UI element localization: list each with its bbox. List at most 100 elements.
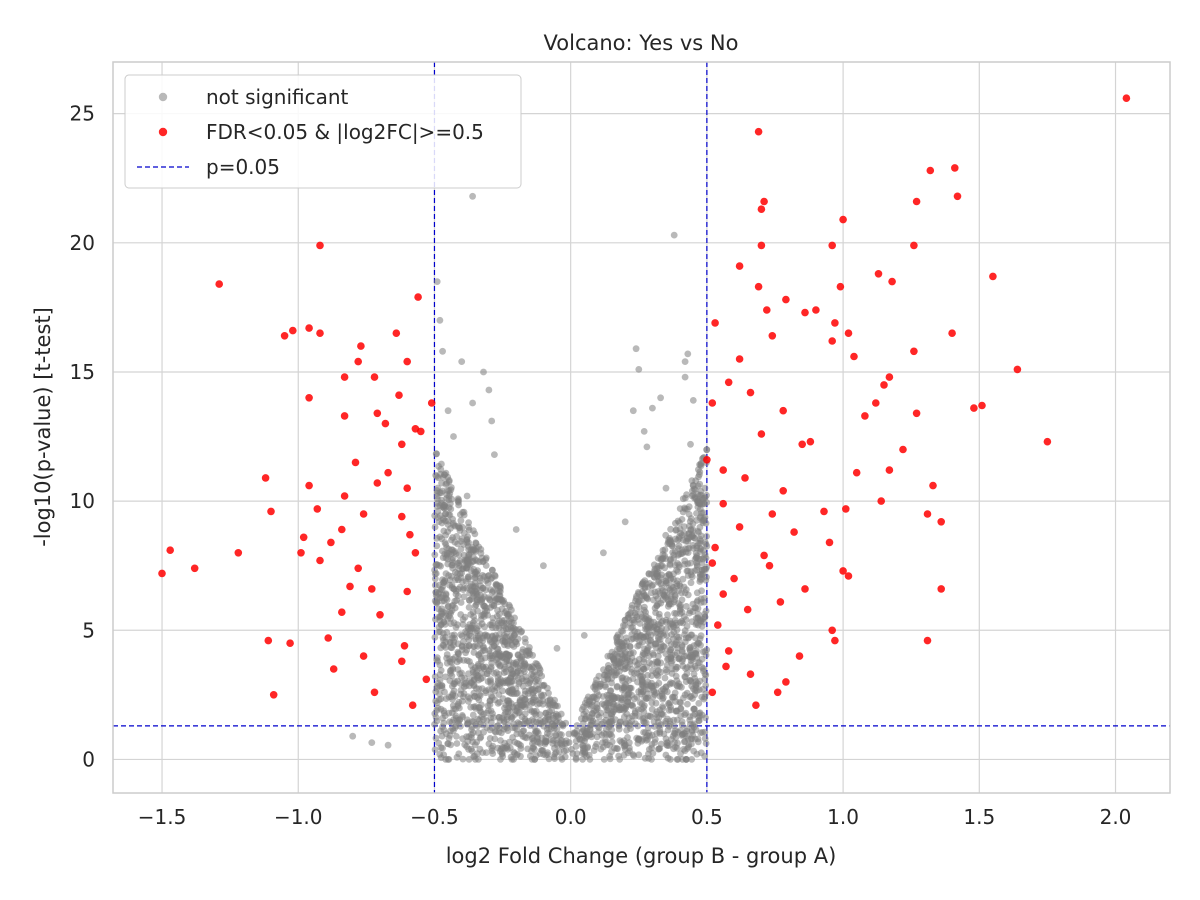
point-not-significant xyxy=(459,755,467,763)
point-significant xyxy=(1043,437,1052,446)
point-not-significant xyxy=(641,650,648,658)
x-tick-label: 1.0 xyxy=(827,805,859,829)
point-significant xyxy=(768,510,777,518)
point-not-significant xyxy=(653,570,661,578)
legend: not significant FDR<0.05 & |log2FC|>=0.5… xyxy=(124,74,522,189)
point-not-significant xyxy=(696,578,704,585)
point-significant xyxy=(305,481,313,490)
point-not-significant xyxy=(446,511,454,519)
point-not-significant xyxy=(641,583,649,591)
point-not-significant xyxy=(447,620,455,628)
point-not-significant xyxy=(496,631,503,638)
point-not-significant xyxy=(680,583,688,591)
point-not-significant xyxy=(464,693,472,701)
point-not-significant xyxy=(549,720,557,728)
point-not-significant xyxy=(514,719,522,726)
point-not-significant xyxy=(583,713,590,720)
point-not-significant xyxy=(538,692,546,700)
point-not-significant xyxy=(469,192,476,200)
point-not-significant xyxy=(466,555,473,563)
point-not-significant xyxy=(479,749,487,756)
point-not-significant xyxy=(442,673,449,681)
point-not-significant xyxy=(450,519,457,527)
point-significant xyxy=(861,412,869,420)
point-significant xyxy=(427,399,436,407)
point-not-significant xyxy=(476,558,483,566)
point-not-significant xyxy=(455,562,463,569)
point-not-significant xyxy=(610,657,618,664)
point-not-significant xyxy=(655,578,662,586)
y-tick-label: 20 xyxy=(70,231,95,255)
point-significant xyxy=(828,626,836,635)
point-not-significant xyxy=(659,704,667,712)
y-tick-label: 10 xyxy=(70,489,95,513)
point-not-significant xyxy=(630,616,638,624)
point-not-significant xyxy=(507,674,514,682)
point-not-significant xyxy=(489,614,497,622)
point-not-significant xyxy=(702,740,710,747)
point-not-significant xyxy=(439,714,446,722)
point-not-significant xyxy=(683,732,690,740)
point-not-significant xyxy=(435,462,442,470)
point-significant xyxy=(357,342,365,350)
point-not-significant xyxy=(560,747,568,755)
point-not-significant xyxy=(513,704,520,712)
point-not-significant xyxy=(465,519,472,527)
point-not-significant xyxy=(453,740,461,747)
point-not-significant xyxy=(505,651,513,659)
point-not-significant xyxy=(671,693,678,701)
point-not-significant xyxy=(499,687,506,695)
point-significant xyxy=(398,512,406,521)
point-significant xyxy=(926,166,935,175)
point-not-significant xyxy=(661,564,669,572)
point-not-significant xyxy=(431,673,439,680)
point-significant xyxy=(798,440,806,449)
point-not-significant xyxy=(454,592,462,600)
point-not-significant xyxy=(506,603,514,611)
point-not-significant xyxy=(442,517,449,525)
point-significant xyxy=(948,329,956,338)
point-significant xyxy=(782,295,790,304)
point-significant xyxy=(735,262,744,270)
point-significant xyxy=(403,357,412,366)
point-not-significant xyxy=(613,683,621,691)
point-not-significant xyxy=(671,609,678,617)
point-not-significant xyxy=(620,622,627,629)
point-not-significant xyxy=(702,690,710,698)
point-not-significant xyxy=(662,751,670,759)
point-not-significant xyxy=(666,560,674,568)
legend-label-significant: FDR<0.05 & |log2FC|>=0.5 xyxy=(206,120,484,144)
point-not-significant xyxy=(626,722,633,729)
point-not-significant xyxy=(499,695,507,702)
point-significant xyxy=(752,701,760,709)
point-not-significant xyxy=(673,663,681,671)
point-not-significant xyxy=(481,623,488,631)
point-not-significant xyxy=(599,693,607,700)
point-not-significant xyxy=(438,732,446,740)
point-not-significant xyxy=(572,754,580,762)
point-not-significant xyxy=(663,591,671,599)
point-significant xyxy=(820,507,828,516)
point-significant xyxy=(338,525,346,534)
point-not-significant xyxy=(524,745,531,753)
point-not-significant xyxy=(435,613,443,621)
point-not-significant xyxy=(657,394,664,402)
point-not-significant xyxy=(644,724,652,732)
point-not-significant xyxy=(507,682,514,689)
point-not-significant xyxy=(676,654,684,662)
point-not-significant xyxy=(636,620,644,627)
point-not-significant xyxy=(438,586,446,593)
point-not-significant xyxy=(674,756,682,763)
point-not-significant xyxy=(432,450,440,458)
point-not-significant xyxy=(687,579,695,587)
point-not-significant xyxy=(590,747,598,754)
point-not-significant xyxy=(695,700,703,707)
point-not-significant xyxy=(631,712,639,720)
point-not-significant xyxy=(681,638,689,646)
point-not-significant xyxy=(441,539,449,546)
point-not-significant xyxy=(474,642,481,650)
point-significant xyxy=(989,272,997,281)
point-not-significant xyxy=(545,711,552,719)
point-significant xyxy=(411,549,420,557)
point-not-significant xyxy=(670,570,677,578)
